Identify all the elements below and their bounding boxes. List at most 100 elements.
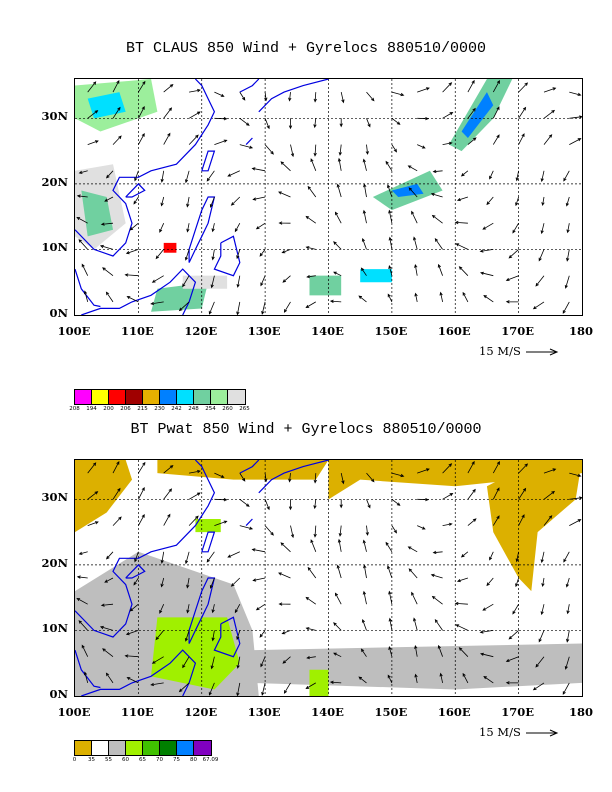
wind-arrow — [87, 462, 97, 474]
coastlines — [75, 79, 329, 315]
wind-arrow — [362, 539, 367, 552]
wind-arrow — [363, 183, 367, 198]
wind-arrow — [538, 630, 545, 643]
y-tick-label: 0N — [49, 687, 68, 701]
x-tick-label: 100E — [57, 324, 91, 338]
wind-arrow — [134, 551, 139, 563]
wind-arrow — [543, 87, 557, 93]
wind-arrow — [125, 630, 139, 636]
wind-arrow — [565, 196, 570, 207]
wind-arrow — [518, 133, 525, 145]
wind-arrow — [133, 196, 139, 205]
colorbar-label: 260 — [222, 406, 233, 412]
wind-arrow — [388, 236, 393, 250]
coastline — [81, 268, 197, 315]
wind-arrow — [125, 249, 139, 255]
wind-arrow — [518, 463, 529, 474]
wind-arrow — [214, 498, 228, 502]
wind-arrow — [288, 473, 292, 483]
wind-arrow — [417, 468, 430, 474]
wind-arrow — [492, 487, 500, 500]
colorbar-label: 230 — [154, 406, 165, 412]
wind-arrow — [434, 238, 443, 250]
wind-arrow — [100, 603, 114, 607]
wind-arrow — [305, 301, 317, 308]
coastline — [125, 564, 146, 579]
wind-arrow — [387, 674, 393, 684]
wind-arrow — [186, 223, 190, 233]
x-tick-label: 110E — [120, 705, 154, 719]
wind-arrow — [455, 624, 469, 631]
cloud-area — [163, 242, 177, 253]
wind-arrow — [562, 682, 570, 695]
wind-arrow — [518, 106, 527, 119]
colorbar-swatch — [228, 390, 245, 404]
wind-arrow — [512, 603, 519, 615]
wind-arrow — [339, 118, 343, 128]
colorbar-label: 80 — [190, 757, 197, 763]
wind-arrow — [414, 645, 418, 657]
wind-arrow — [184, 551, 190, 565]
wind-arrow — [306, 655, 316, 660]
wind-arrow — [105, 170, 114, 179]
wind-arrow — [462, 291, 469, 303]
wind-arrow — [251, 167, 266, 172]
wind-arrow — [280, 542, 291, 553]
y-tick-label: 30N — [41, 490, 68, 505]
x-tick-label: 150E — [374, 705, 408, 719]
wind-arrow — [479, 249, 494, 253]
wind-arrow — [264, 144, 274, 155]
wind-arrow — [439, 291, 443, 302]
wind-arrow — [112, 487, 121, 500]
wind-arrow — [83, 290, 89, 303]
wind-arrow — [259, 249, 266, 257]
wind-arrow — [467, 518, 477, 526]
wind-arrow — [430, 573, 443, 579]
colorbar-swatch — [75, 390, 92, 404]
coastline — [213, 235, 241, 277]
wind-arrow — [305, 682, 317, 689]
wind-arrow — [210, 656, 215, 670]
wind-arrow — [535, 275, 545, 287]
wind-arrow — [388, 264, 393, 276]
wind-arrow — [479, 271, 494, 277]
wind-arrow — [365, 525, 369, 536]
wind-arrow — [337, 157, 342, 171]
x-tick-label: 110E — [120, 324, 154, 338]
wind-arrow — [87, 81, 97, 93]
x-tick-label: 180 — [568, 324, 593, 338]
colorbar-labels-top: 208 194 200 206 215 230 242 248 254 260 265 — [66, 406, 253, 412]
wind-arrow — [337, 538, 342, 552]
wind-arrow — [366, 499, 371, 509]
wind-arrow — [138, 486, 145, 500]
wind-arrow — [417, 525, 426, 530]
wind-arrow — [163, 465, 174, 474]
coastline — [258, 79, 329, 113]
wind-arrow — [338, 144, 342, 156]
wind-arrow — [333, 271, 342, 277]
pwat-area — [309, 669, 329, 696]
wind-arrow — [543, 515, 553, 526]
chart-title-top: BT CLAUS 850 Wind + Gyrelocs 880510/0000 — [125, 40, 487, 57]
wind-arrow — [239, 144, 254, 149]
pwat-map-panel — [74, 459, 583, 697]
wind-arrow — [467, 107, 476, 119]
wind-arrow — [124, 654, 139, 658]
x-tick-label: 140E — [311, 324, 344, 338]
wind-arrow — [78, 620, 88, 631]
wind-arrow — [566, 604, 570, 615]
x-tick-label: 150E — [374, 324, 408, 338]
colorbar-swatch — [194, 741, 211, 755]
wind-arrow — [214, 472, 225, 478]
wind-arrow — [87, 491, 99, 500]
wind-arrow — [151, 656, 164, 664]
colorbar-label: 65 — [139, 757, 146, 763]
wind-arrow — [391, 525, 398, 534]
wind-arrow — [518, 487, 527, 500]
wind-arrow — [186, 604, 190, 614]
pwat-area — [151, 617, 240, 690]
wind-arrow — [184, 170, 190, 184]
wind-arrow — [460, 170, 469, 177]
wind-arrow — [338, 525, 342, 537]
wind-arrow — [541, 196, 545, 206]
